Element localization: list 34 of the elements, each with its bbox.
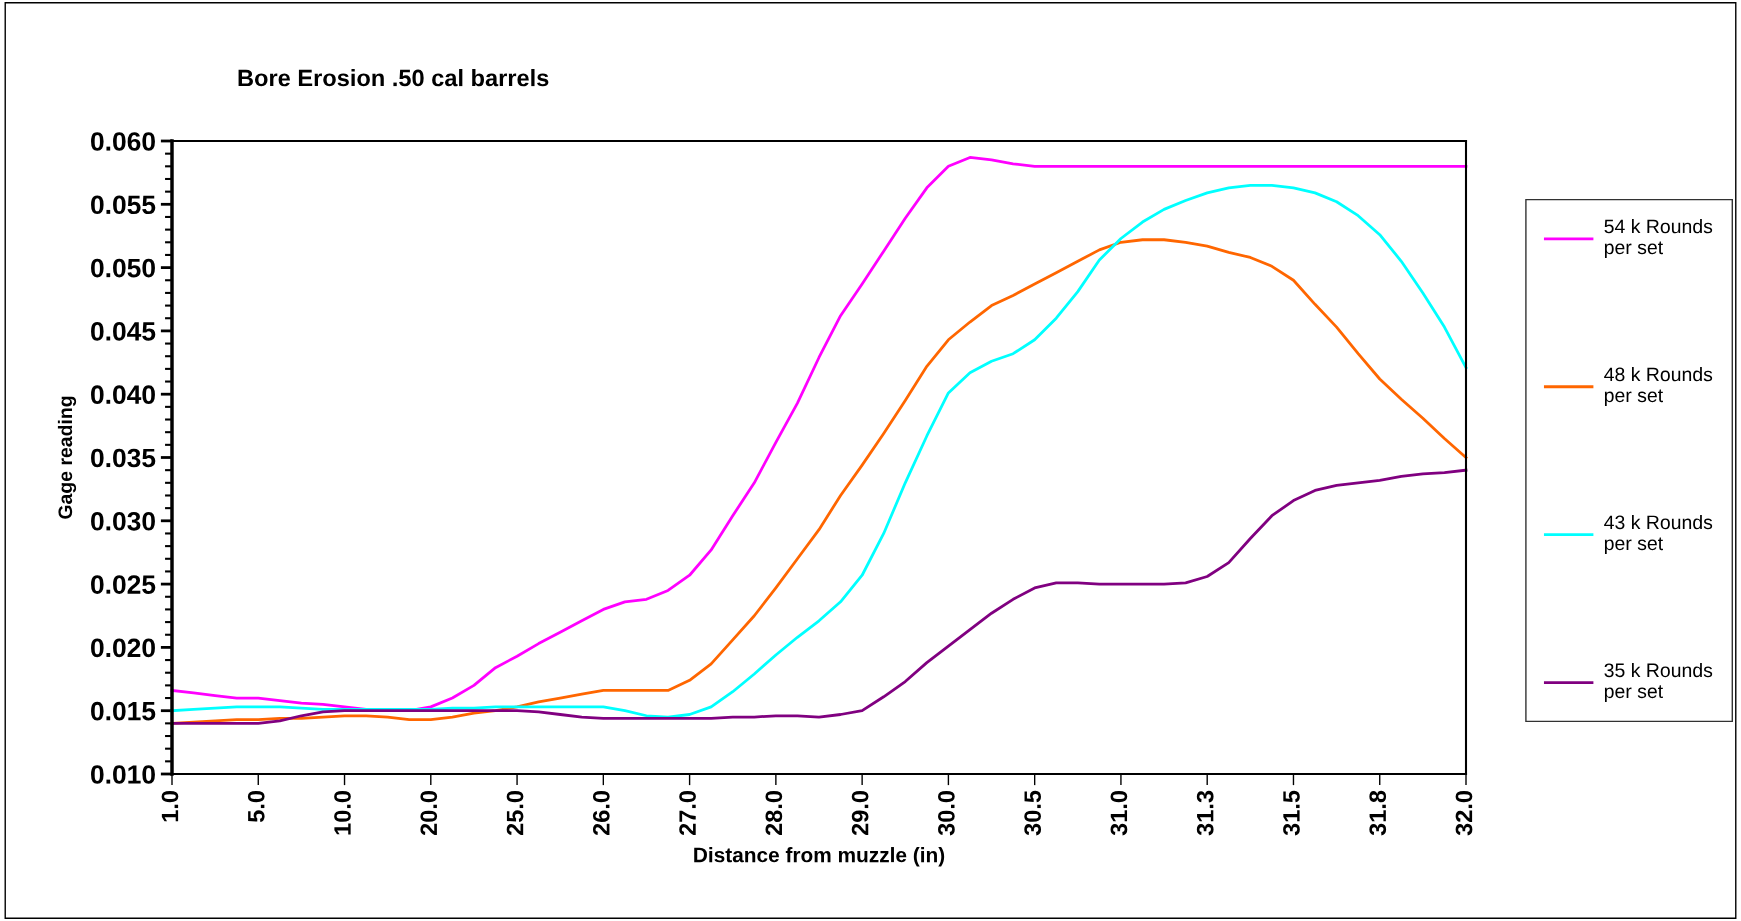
- legend-label: 54 k Rounds per set: [1604, 219, 1713, 259]
- x-tick-label: 27.0: [679, 790, 696, 836]
- x-tick-label: 32.0: [1455, 790, 1473, 836]
- x-tick-label: 20.0: [420, 790, 438, 836]
- x-tick-label: 26.0: [592, 790, 610, 836]
- y-tick-label: 0.055: [91, 195, 156, 215]
- x-tick-label: 10.0: [334, 790, 351, 835]
- y-tick-label: 0.050: [91, 258, 155, 278]
- y-tick-label: 0.035: [91, 448, 156, 468]
- x-tick-label: 25.0: [506, 790, 524, 836]
- x-tick-label: 5.0: [247, 790, 265, 823]
- legend-label: 35 k Rounds per set: [1604, 662, 1713, 702]
- y-tick-label: 0.045: [91, 322, 156, 341]
- x-tick-label: 30.5: [1024, 790, 1042, 836]
- x-tick-label: 1.0: [161, 790, 179, 822]
- y-tick-label: 0.060: [91, 132, 155, 151]
- x-tick-label: 31.5: [1283, 790, 1300, 836]
- legend-label: 48 k Rounds per set: [1604, 366, 1713, 407]
- x-tick-label: 28.0: [765, 790, 783, 836]
- x-tick-label: 29.0: [851, 790, 869, 836]
- x-tick-label: 31.8: [1369, 790, 1387, 836]
- y-axis-title: Gage reading: [57, 396, 77, 519]
- y-tick-label: 0.040: [91, 385, 155, 405]
- x-tick-label: 31.0: [1110, 790, 1128, 836]
- chart-title: Bore Erosion .50 cal barrels: [238, 69, 549, 87]
- y-tick-label: 0.025: [91, 575, 156, 594]
- y-tick-label: 0.020: [91, 638, 155, 658]
- y-tick-label: 0.010: [91, 765, 155, 784]
- x-tick-label: 30.0: [938, 790, 955, 836]
- x-axis-title: Distance from muzzle (in): [694, 847, 945, 867]
- y-tick-label: 0.030: [91, 511, 155, 531]
- y-tick-label: 0.015: [91, 701, 156, 721]
- legend-label: 43 k Rounds per set: [1604, 514, 1713, 555]
- x-tick-label: 31.3: [1196, 790, 1214, 836]
